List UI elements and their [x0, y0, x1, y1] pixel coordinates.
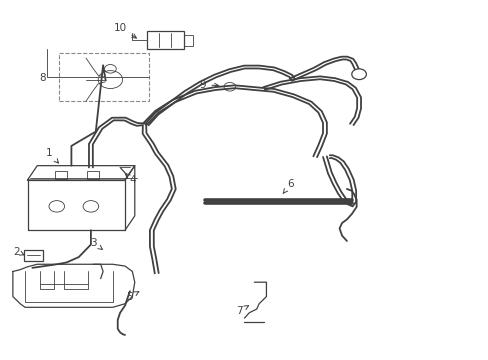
- Bar: [87, 171, 99, 179]
- Text: 4: 4: [125, 174, 135, 185]
- Bar: [147, 31, 183, 49]
- Bar: [59, 53, 149, 101]
- Bar: [55, 171, 67, 179]
- Bar: [183, 35, 193, 45]
- Text: 1: 1: [46, 148, 59, 163]
- Text: 6: 6: [283, 179, 294, 194]
- Text: 10: 10: [113, 23, 136, 38]
- Bar: [24, 250, 42, 261]
- Text: 7: 7: [236, 306, 248, 316]
- Text: 2: 2: [14, 247, 24, 257]
- Text: 9: 9: [199, 80, 218, 90]
- Text: 8: 8: [39, 73, 45, 83]
- Text: 3: 3: [90, 238, 102, 249]
- Text: 5: 5: [126, 292, 139, 302]
